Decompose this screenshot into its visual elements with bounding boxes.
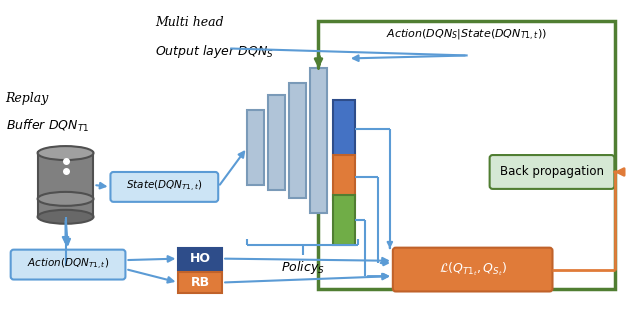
Ellipse shape <box>38 146 93 160</box>
Text: $Buffer\ DQN_{T1}$: $Buffer\ DQN_{T1}$ <box>6 118 89 134</box>
Text: $State(DQN_{T1,t})$: $State(DQN_{T1,t})$ <box>126 179 203 194</box>
Ellipse shape <box>38 210 93 224</box>
Text: $Action(DQN_S|State(DQN_{T1,t}))$: $Action(DQN_S|State(DQN_{T1,t}))$ <box>387 27 547 42</box>
Text: Back propagation: Back propagation <box>500 166 604 178</box>
Text: $\mathcal{L}(Q_{T1_t}, Q_{S_t})$: $\mathcal{L}(Q_{T1_t}, Q_{S_t})$ <box>438 261 507 278</box>
Bar <box>179 271 222 293</box>
FancyBboxPatch shape <box>393 248 552 291</box>
FancyBboxPatch shape <box>111 172 218 202</box>
Bar <box>179 248 222 270</box>
Text: HO: HO <box>190 252 211 265</box>
Bar <box>318 21 615 289</box>
Bar <box>268 95 285 190</box>
Text: $Action(DQN_{T1,t})$: $Action(DQN_{T1,t})$ <box>27 257 109 272</box>
FancyBboxPatch shape <box>11 250 125 279</box>
Bar <box>247 110 264 185</box>
FancyBboxPatch shape <box>490 155 614 189</box>
Text: Output layer $DQN_S$: Output layer $DQN_S$ <box>156 43 274 60</box>
Bar <box>333 195 355 245</box>
Ellipse shape <box>38 192 93 206</box>
Text: Multi head: Multi head <box>156 16 224 29</box>
Bar <box>310 68 327 213</box>
Text: RB: RB <box>191 276 210 289</box>
Bar <box>333 155 355 200</box>
Bar <box>38 152 93 217</box>
Bar <box>333 100 355 158</box>
Bar <box>289 83 306 198</box>
Text: $Policy_S$: $Policy_S$ <box>281 259 324 276</box>
Text: Replay: Replay <box>6 92 49 105</box>
